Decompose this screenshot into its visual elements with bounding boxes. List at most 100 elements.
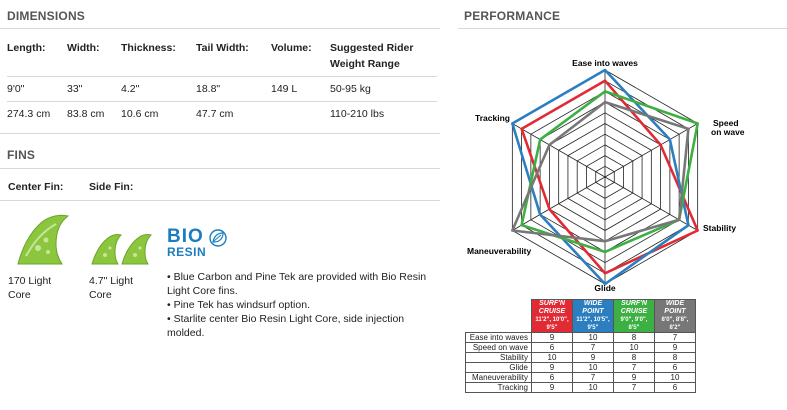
dimensions-title: DIMENSIONS <box>7 9 86 23</box>
radar-axis-line <box>604 123 698 178</box>
table-cell: 8 <box>613 352 655 363</box>
radar-series-line-4 <box>511 100 690 243</box>
axis-label-glide: Glide <box>594 283 616 293</box>
table-cell: 7 <box>572 342 614 353</box>
table-cell: 149 L <box>271 76 330 102</box>
row-label: Maneuverability <box>465 372 532 383</box>
table-cell: 33" <box>67 76 121 102</box>
performance-divider <box>458 28 787 29</box>
list-item: • Pine Tek has windsurf option. <box>167 299 310 311</box>
table-cell: 7 <box>654 332 696 343</box>
board-header: WIDE POINT 11'2", 10'5", 9'5" <box>572 299 614 333</box>
bio-logo-text: BIO <box>167 226 204 247</box>
table-cell: 4.2" <box>121 76 196 102</box>
table-cell: 9 <box>654 342 696 353</box>
table-row: Ease into waves 9 10 8 7 <box>465 332 696 343</box>
table-cell: 9 <box>572 352 614 363</box>
board-name: SURF'N CRUISE <box>538 300 566 315</box>
row-label: Ease into waves <box>465 332 532 343</box>
table-cell: 10 <box>572 362 614 373</box>
board-header: WIDE POINT 8'0", 8'8", 8'2" <box>654 299 696 333</box>
fins-label-divider <box>0 200 440 201</box>
table-row: Glide 9 10 7 6 <box>465 362 696 373</box>
width-header: Width: <box>67 42 100 54</box>
performance-title: PERFORMANCE <box>464 9 561 23</box>
board-sizes: 9'0", 9'0", 8'5" <box>620 317 648 331</box>
thickness-header: Thickness: <box>121 42 176 54</box>
table-cell: 6 <box>531 372 573 383</box>
axis-label-ease: Ease into waves <box>572 58 638 68</box>
table-cell: 7 <box>572 372 614 383</box>
board-header: SURF'N CRUISE 9'0", 9'0", 8'5" <box>613 299 655 333</box>
performance-table: SURF'N CRUISE 11'2", 10'0", 9'5" WIDE POI… <box>465 299 696 393</box>
axis-label-stability: Stability <box>703 223 736 233</box>
table-cell: 10 <box>572 332 614 343</box>
row-label: Glide <box>465 362 532 373</box>
radar-series-line-1 <box>520 79 699 275</box>
radar-series <box>511 68 699 286</box>
radar-series-line-2 <box>511 68 690 286</box>
table-row: Stability 10 9 8 8 <box>465 352 696 363</box>
table-cell: 7 <box>613 362 655 373</box>
dimensions-divider <box>0 28 440 29</box>
fin-notes-list: • Blue Carbon and Pine Tek are provided … <box>167 270 437 340</box>
radar-series-line-3 <box>520 90 699 254</box>
center-fin-label: Center Fin: <box>8 181 64 193</box>
fins-divider <box>0 168 440 169</box>
radar-axis-line <box>512 123 606 178</box>
side-fin-label: Side Fin: <box>89 181 134 193</box>
leaf-icon <box>209 229 227 247</box>
axis-label-maneuverability: Maneuverability <box>467 246 532 256</box>
side-fin-caption: 4.7" Light Core <box>89 274 133 302</box>
table-cell: 10.6 cm <box>121 101 196 126</box>
table-cell: 50-95 kg <box>330 76 437 102</box>
table-cell: 10 <box>531 352 573 363</box>
list-item: • Starlite center Bio Resin Light Core, … <box>167 313 405 339</box>
row-label: Speed on wave <box>465 342 532 353</box>
side-fin-caption-line1: 4.7" Light <box>89 275 134 287</box>
table-row: Speed on wave 6 7 10 9 <box>465 342 696 353</box>
tail-width-header: Tail Width: <box>196 42 249 54</box>
length-header: Length: <box>7 42 46 54</box>
board-header: SURF'N CRUISE 11'2", 10'0", 9'5" <box>531 299 573 333</box>
table-cell: 8 <box>654 352 696 363</box>
table-cell: 10 <box>572 382 614 393</box>
table-cell: 18.8" <box>196 76 271 102</box>
table-cell: 7 <box>613 382 655 393</box>
table-row: Tracking 9 10 7 6 <box>465 382 696 393</box>
table-row: Maneuverability 6 7 9 10 <box>465 372 696 383</box>
axis-label-tracking: Tracking <box>475 113 510 123</box>
side-fins-image <box>91 234 152 265</box>
table-cell: 9 <box>613 372 655 383</box>
row-label: Stability <box>465 352 532 363</box>
table-cell: 6 <box>531 342 573 353</box>
fins-top-divider <box>0 133 440 134</box>
performance-header-row: SURF'N CRUISE 11'2", 10'0", 9'5" WIDE POI… <box>465 299 696 333</box>
axis-label-speed-2: on wave <box>711 127 745 137</box>
radar-axis-line <box>512 176 606 231</box>
table-cell: 274.3 cm <box>7 101 67 126</box>
board-sizes: 11'2", 10'0", 9'5" <box>535 317 569 331</box>
center-fin-image <box>17 214 70 265</box>
axis-label-speed-1: Speed <box>713 118 739 128</box>
table-cell: 6 <box>654 382 696 393</box>
fins-title: FINS <box>7 148 36 162</box>
table-cell: 9 <box>531 362 573 373</box>
table-cell: 110-210 lbs <box>330 101 437 126</box>
center-fin-caption-line1: 170 Light <box>8 275 52 287</box>
dimensions-header-row: Length: Width: Thickness: Tail Width: Vo… <box>7 40 437 77</box>
dimensions-table: Length: Width: Thickness: Tail Width: Vo… <box>7 40 437 126</box>
rider-weight-header: Suggested Rider Weight Range <box>330 42 414 70</box>
board-name: WIDE POINT <box>582 300 604 315</box>
table-cell: 10 <box>613 342 655 353</box>
board-name: SURF'N CRUISE <box>620 300 648 315</box>
row-label: Tracking <box>465 382 532 393</box>
volume-header: Volume: <box>271 42 312 54</box>
table-row: 274.3 cm 83.8 cm 10.6 cm 47.7 cm 110-210… <box>7 101 437 126</box>
table-row: 9'0" 33" 4.2" 18.8" 149 L 50-95 kg <box>7 76 437 102</box>
table-cell: 83.8 cm <box>67 101 121 126</box>
board-name: WIDE POINT <box>664 300 686 315</box>
bio-resin-logo: BIO RESIN <box>167 226 229 264</box>
performance-radar-chart: Ease into waves Speed on wave Stability … <box>467 58 745 293</box>
table-cell: 6 <box>654 362 696 373</box>
